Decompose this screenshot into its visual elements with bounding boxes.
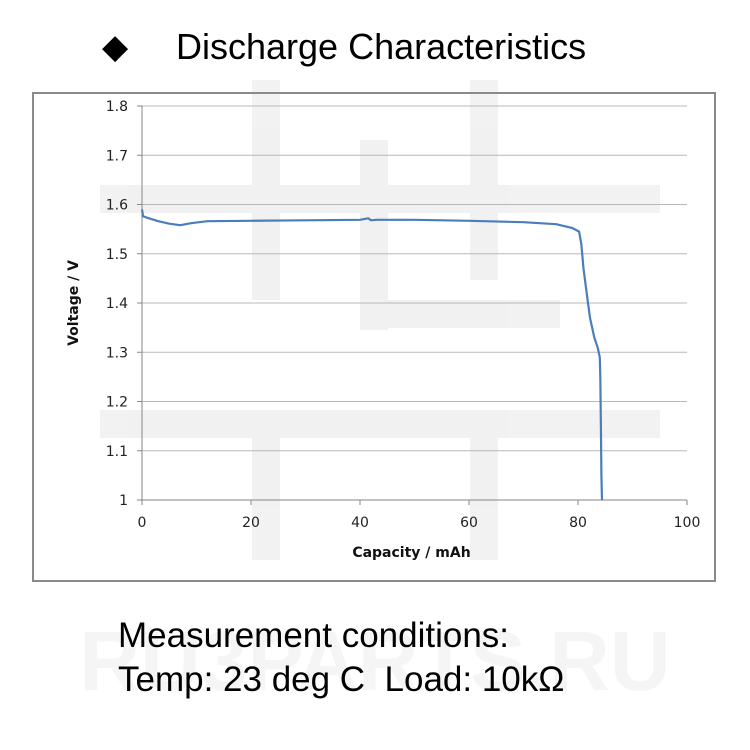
y-tick-label: 1.6 [106,198,128,214]
x-tick-label: 0 [138,515,147,531]
conditions-line-2: Temp: 23 deg C Load: 10kΩ [118,660,565,699]
chart-frame [32,92,716,582]
y-tick-label: 1.7 [106,148,128,164]
y-tick-labels: 1 1.1 1.2 1.3 1.4 1.5 1.6 1.7 1.8 [106,99,128,509]
grid-lines [142,105,687,452]
black-diamond-icon: ◆ [102,27,129,67]
x-tick-label: 60 [460,515,478,531]
x-tick-labels: 0 20 40 60 80 100 [138,515,701,531]
x-tick-label: 40 [351,515,369,531]
axes [137,105,688,505]
voltage-series-line [140,209,604,501]
y-axis-label: Voltage / V [66,260,82,346]
y-tick-label: 1.8 [106,99,128,115]
page-title: Discharge Characteristics [176,26,587,67]
y-tick-label: 1.5 [106,247,128,263]
header: ◆ Discharge Characteristics [102,22,586,72]
x-tick-label: 80 [569,515,587,531]
y-tick-label: 1 [119,493,128,509]
conditions-line-1: Measurement conditions: [118,616,510,655]
x-axis-label: Capacity / mAh [352,545,470,561]
y-tick-label: 1.3 [106,345,128,361]
y-tick-label: 1.2 [106,395,128,411]
y-tick-label: 1.1 [106,444,128,460]
measurement-conditions: Measurement conditions: Temp: 23 deg C L… [118,614,564,702]
x-tick-label: 20 [242,515,260,531]
x-tick-label: 100 [674,515,701,531]
y-tick-label: 1.4 [106,296,128,312]
